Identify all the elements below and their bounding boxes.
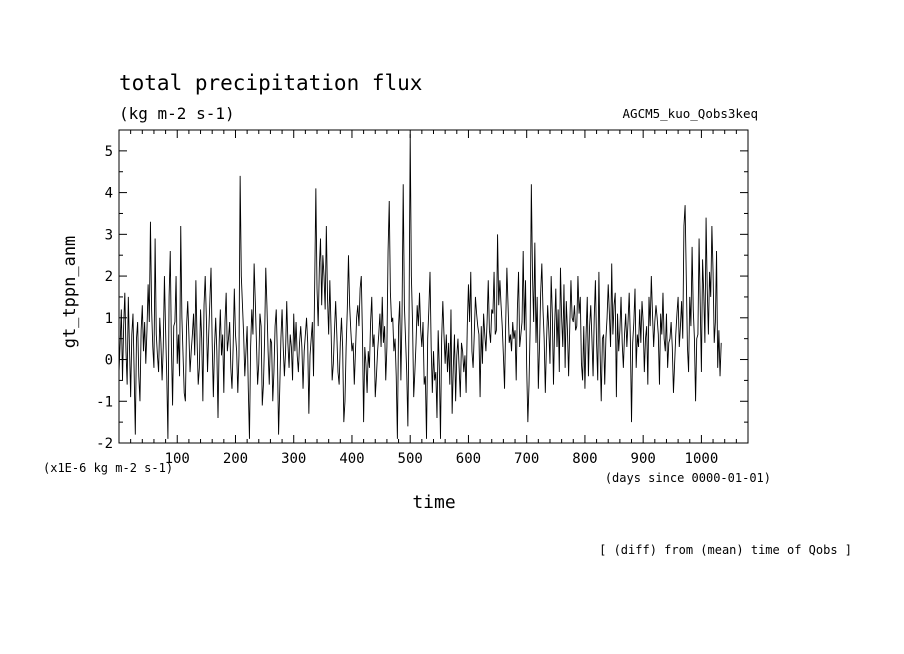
y-tick-label: 1 — [105, 311, 113, 327]
y-tick-label: -2 — [96, 436, 113, 452]
y-tick-label: 5 — [105, 144, 113, 160]
series-line — [118, 134, 722, 439]
x-tick-label: 600 — [456, 451, 481, 467]
y-tick-label: -1 — [96, 394, 113, 410]
x-tick-label: 800 — [572, 451, 597, 467]
x-tick-label: 900 — [631, 451, 656, 467]
x-tick-label: 500 — [398, 451, 423, 467]
x-axis-label: time — [412, 492, 455, 513]
x-tick-label: 200 — [223, 451, 248, 467]
experiment-label: AGCM5_kuo_Qobs3keq — [623, 106, 758, 121]
y-tick-label: 3 — [105, 227, 113, 243]
x-tick-label: 400 — [339, 451, 364, 467]
x-tick-label: 700 — [514, 451, 539, 467]
x-unit-note: (days since 0000-01-01) — [605, 471, 771, 485]
y-tick-label: 0 — [105, 353, 113, 369]
y-axis-label: gt_tppn_anm — [60, 236, 80, 349]
x-tick-label: 300 — [281, 451, 306, 467]
plot-area: -2 -1 0 1 2 3 4 5 100 200 300 400 500 600 700 800 900 100… — [96, 129, 749, 467]
x-tick-label: 1000 — [685, 451, 719, 467]
footer-note: [ (diff) from (mean) time of Qobs ] — [599, 543, 852, 557]
chart-title: total precipitation flux — [119, 71, 422, 95]
y-tick-label: 2 — [105, 269, 113, 285]
chart-subtitle: (kg m-2 s-1) — [119, 104, 235, 123]
y-tick-label: 4 — [105, 186, 113, 202]
y-unit-note: (x1E-6 kg m-2 s-1) — [43, 461, 173, 475]
x-tick-label: 100 — [165, 451, 190, 467]
